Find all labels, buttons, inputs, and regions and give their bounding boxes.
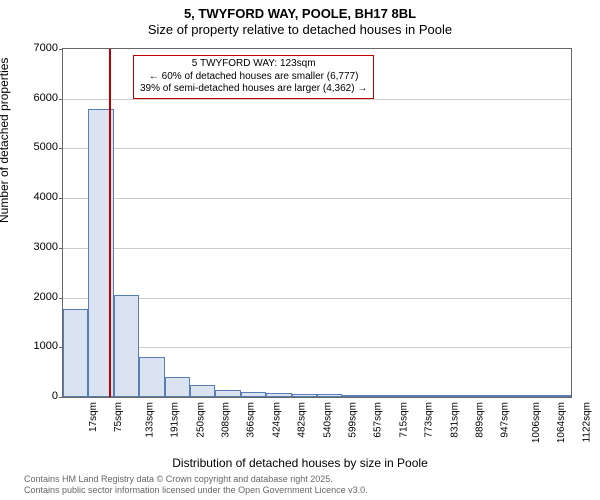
- footer-line-2: Contains public sector information licen…: [24, 485, 368, 496]
- ytick-label: 7000: [23, 42, 58, 54]
- xtick-label: 424sqm: [271, 402, 282, 438]
- histogram-bar: [444, 395, 469, 397]
- gridline: [63, 347, 571, 348]
- ytick-mark: [59, 148, 63, 149]
- annotation-line-1: 5 TWYFORD WAY: 123sqm: [140, 58, 367, 71]
- xtick-label: 657sqm: [373, 402, 384, 438]
- ytick-mark: [59, 397, 63, 398]
- histogram-bar: [342, 395, 367, 397]
- histogram-bar: [546, 395, 571, 397]
- annotation-line-2: ← 60% of detached houses are smaller (6,…: [140, 71, 367, 84]
- current-value-line: [109, 49, 111, 397]
- plot-area: 5 TWYFORD WAY: 123sqm ← 60% of detached …: [62, 48, 572, 398]
- xtick-label: 889sqm: [475, 402, 486, 438]
- histogram-bar: [469, 395, 494, 397]
- ytick-mark: [59, 298, 63, 299]
- histogram-bar: [139, 357, 164, 397]
- xtick-label: 191sqm: [170, 402, 181, 438]
- histogram-bar: [190, 385, 215, 397]
- histogram-bar: [292, 394, 317, 397]
- ytick-label: 5000: [23, 141, 58, 153]
- histogram-bar: [368, 395, 393, 397]
- xtick-label: 947sqm: [500, 402, 511, 438]
- histogram-bar: [495, 395, 520, 397]
- footer-attribution: Contains HM Land Registry data © Crown c…: [24, 474, 368, 496]
- annotation-box: 5 TWYFORD WAY: 123sqm ← 60% of detached …: [133, 55, 374, 99]
- gridline: [63, 298, 571, 299]
- title-block: 5, TWYFORD WAY, POOLE, BH17 8BL Size of …: [0, 0, 600, 39]
- gridline: [63, 148, 571, 149]
- ytick-mark: [59, 198, 63, 199]
- gridline: [63, 99, 571, 100]
- xtick-label: 250sqm: [195, 402, 206, 438]
- xtick-label: 308sqm: [221, 402, 232, 438]
- xtick-label: 599sqm: [348, 402, 359, 438]
- xtick-label: 831sqm: [449, 402, 460, 438]
- histogram-bar: [241, 392, 266, 397]
- xtick-label: 715sqm: [398, 402, 409, 438]
- histogram-bar: [266, 393, 291, 397]
- xtick-label: 75sqm: [113, 402, 124, 432]
- xtick-label: 773sqm: [424, 402, 435, 438]
- ytick-label: 4000: [23, 191, 58, 203]
- footer-line-1: Contains HM Land Registry data © Crown c…: [24, 474, 368, 485]
- gridline: [63, 248, 571, 249]
- x-axis-label: Distribution of detached houses by size …: [0, 456, 600, 470]
- title-subtitle: Size of property relative to detached ho…: [0, 22, 600, 38]
- ytick-mark: [59, 99, 63, 100]
- xtick-label: 482sqm: [297, 402, 308, 438]
- chart-container: 5, TWYFORD WAY, POOLE, BH17 8BL Size of …: [0, 0, 600, 500]
- histogram-bar: [393, 395, 418, 397]
- histogram-bar: [165, 377, 190, 397]
- xtick-label: 1122sqm: [581, 402, 592, 442]
- ytick-label: 1000: [23, 340, 58, 352]
- ytick-mark: [59, 49, 63, 50]
- xtick-label: 366sqm: [246, 402, 257, 438]
- title-address: 5, TWYFORD WAY, POOLE, BH17 8BL: [0, 6, 600, 22]
- xtick-label: 17sqm: [88, 402, 99, 432]
- gridline: [63, 198, 571, 199]
- histogram-bar: [215, 390, 240, 397]
- ytick-label: 0: [23, 390, 58, 402]
- histogram-bar: [317, 394, 342, 397]
- ytick-label: 3000: [23, 241, 58, 253]
- histogram-bar: [520, 395, 545, 397]
- xtick-label: 1006sqm: [531, 402, 542, 443]
- xtick-label: 540sqm: [322, 402, 333, 438]
- histogram-bar: [114, 295, 139, 397]
- ytick-mark: [59, 248, 63, 249]
- annotation-line-3: 39% of semi-detached houses are larger (…: [140, 83, 367, 96]
- xtick-label: 1064sqm: [556, 402, 567, 443]
- y-axis-label: Number of detached properties: [0, 58, 11, 223]
- histogram-bar: [63, 309, 88, 397]
- ytick-label: 6000: [23, 92, 58, 104]
- ytick-label: 2000: [23, 291, 58, 303]
- histogram-bar: [419, 395, 444, 397]
- xtick-label: 133sqm: [144, 402, 155, 438]
